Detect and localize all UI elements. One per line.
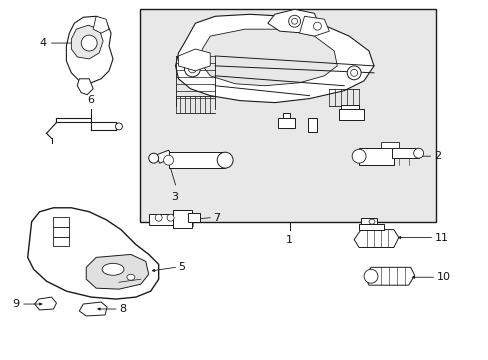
Polygon shape [79,302,107,316]
Bar [140,9,435,222]
Polygon shape [66,16,113,83]
Ellipse shape [346,66,360,80]
Polygon shape [53,227,69,237]
Ellipse shape [413,148,423,158]
Ellipse shape [184,61,200,77]
Polygon shape [299,16,328,36]
Polygon shape [353,230,398,247]
Text: 4: 4 [40,38,46,48]
Polygon shape [365,267,414,285]
Ellipse shape [163,155,173,165]
Polygon shape [277,118,294,129]
Polygon shape [35,297,56,310]
Text: 9: 9 [13,299,20,309]
Text: 7: 7 [213,213,220,223]
Polygon shape [360,218,376,224]
Text: 8: 8 [119,304,126,314]
Text: 3: 3 [171,192,178,202]
Ellipse shape [364,269,377,283]
Text: 1: 1 [285,235,292,244]
Text: 2: 2 [434,151,441,161]
Ellipse shape [188,65,196,73]
Ellipse shape [351,149,366,163]
Polygon shape [93,16,109,33]
Text: 6: 6 [87,95,95,105]
Ellipse shape [288,15,300,27]
Ellipse shape [291,18,297,24]
Polygon shape [188,213,200,222]
Polygon shape [155,150,172,163]
Polygon shape [175,14,373,103]
Polygon shape [391,148,418,158]
Polygon shape [53,237,69,247]
Polygon shape [200,29,337,86]
Polygon shape [53,217,69,227]
Polygon shape [339,109,364,121]
Polygon shape [358,148,393,165]
Polygon shape [282,113,289,118]
Text: 10: 10 [436,272,449,282]
Polygon shape [307,118,317,132]
Polygon shape [178,49,210,71]
Polygon shape [341,105,358,109]
Ellipse shape [313,22,321,30]
Polygon shape [172,210,192,228]
Ellipse shape [368,219,374,224]
Polygon shape [71,25,103,59]
Polygon shape [77,79,93,95]
Ellipse shape [81,35,97,51]
Polygon shape [148,214,175,225]
Polygon shape [86,255,148,289]
Polygon shape [380,142,398,148]
Ellipse shape [127,274,135,280]
Polygon shape [168,152,224,168]
Polygon shape [28,208,158,299]
Ellipse shape [115,123,122,130]
Ellipse shape [167,214,174,221]
Ellipse shape [155,214,162,221]
Ellipse shape [102,264,123,275]
Ellipse shape [148,153,158,163]
Ellipse shape [350,69,357,76]
Polygon shape [267,9,319,33]
Text: 11: 11 [434,233,447,243]
Polygon shape [358,224,383,230]
Ellipse shape [217,152,233,168]
Text: 5: 5 [178,262,185,272]
